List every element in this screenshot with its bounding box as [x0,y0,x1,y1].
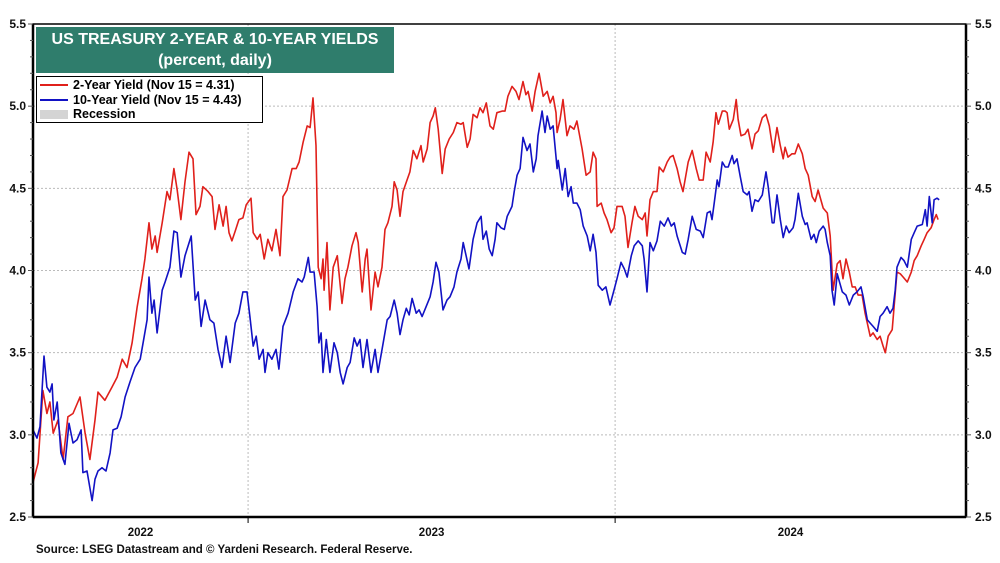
y-tick-label-right: 2.5 [975,510,992,524]
ten-year-yield-line [32,110,940,502]
x-tick-label: 2023 [419,527,445,539]
two-year-yield-line [32,72,939,483]
y-tick-label-right: 3.0 [975,428,992,442]
y-tick-label-left: 3.0 [9,428,26,442]
legend-item-10-year: 10-Year Yield (Nov 15 = 4.43) [40,93,262,108]
x-tick-label: 2022 [128,527,154,539]
y-tick-label-right: 3.5 [975,346,992,360]
y-tick-label-left: 2.5 [9,510,26,524]
y-tick-label-left: 4.5 [9,181,26,195]
chart-title-box: US TREASURY 2-YEAR & 10-YEAR YIELDS (per… [36,27,394,73]
axes: 2.5 2.5 3.0 3.0 3.5 3.5 4.0 4.0 4.5 4.5 5.0 5.0 5.5 5… [9,17,992,539]
y-tick-label-right: 5.0 [975,99,992,113]
source-note: Source: LSEG Datastream and © Yardeni Re… [36,544,413,556]
y-tick-label-left: 5.0 [9,99,26,113]
legend: 2-Year Yield (Nov 15 = 4.31) 10-Year Yie… [36,76,263,123]
legend-label: 10-Year Yield (Nov 15 = 4.43) [73,92,242,107]
chart-subtitle: (percent, daily) [158,52,272,69]
series-lines [32,72,940,502]
gray-box-swatch-icon [40,109,68,119]
y-tick-label-right: 4.0 [975,264,992,278]
y-tick-label-right: 4.5 [975,181,992,195]
legend-label: Recession [73,107,136,122]
red-line-swatch-icon [40,84,68,87]
chart-title: US TREASURY 2-YEAR & 10-YEAR YIELDS [51,31,379,48]
legend-item-2-year: 2-Year Yield (Nov 15 = 4.31) [40,78,262,93]
y-tick-label-left: 3.5 [9,346,26,360]
y-tick-label-right: 5.5 [975,17,992,31]
legend-item-recession: Recession [40,107,262,122]
y-tick-label-left: 4.0 [9,264,26,278]
x-tick-label: 2024 [778,527,804,539]
y-tick-label-left: 5.5 [9,17,26,31]
blue-line-swatch-icon [40,98,68,101]
legend-label: 2-Year Yield (Nov 15 = 4.31) [73,78,235,93]
